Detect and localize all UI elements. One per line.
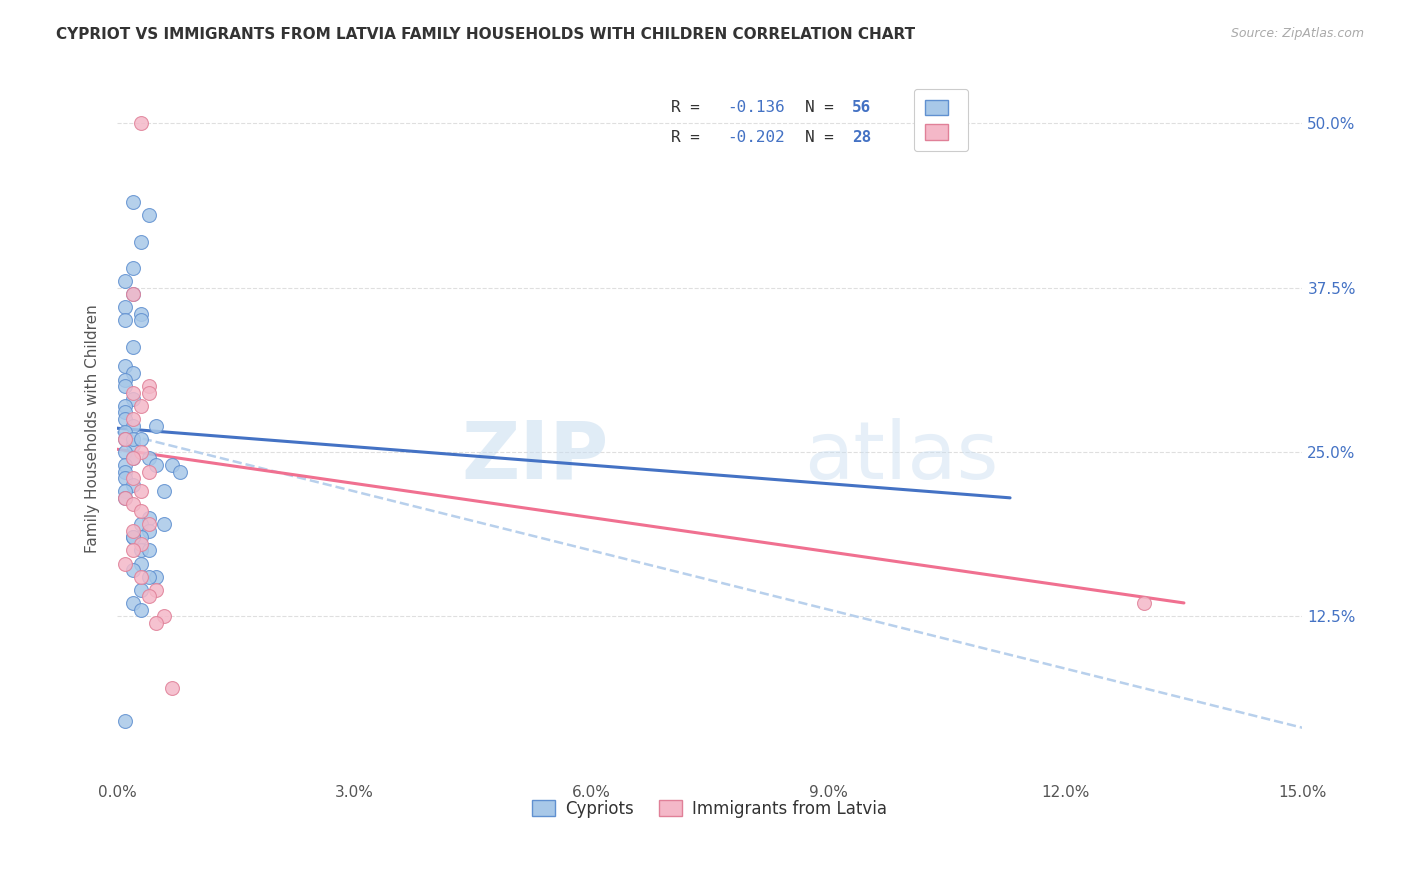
Point xyxy=(129,307,152,321)
Point xyxy=(145,615,167,630)
Point xyxy=(162,681,184,696)
Text: N =: N = xyxy=(804,129,844,145)
Point xyxy=(138,524,160,538)
Point xyxy=(121,385,143,400)
Point xyxy=(162,458,184,472)
Point xyxy=(121,451,143,466)
Text: R =: R = xyxy=(671,129,709,145)
Point xyxy=(129,399,152,413)
Point xyxy=(129,313,152,327)
Point xyxy=(129,543,152,558)
Point xyxy=(129,445,152,459)
Point xyxy=(114,714,136,728)
Text: -0.136: -0.136 xyxy=(727,100,786,115)
Point xyxy=(114,491,136,505)
Point xyxy=(129,582,152,597)
Point xyxy=(114,458,136,472)
Text: 28: 28 xyxy=(852,129,872,145)
Point xyxy=(129,602,152,616)
Point xyxy=(121,530,143,544)
Point xyxy=(114,405,136,419)
Point xyxy=(114,557,136,571)
Point xyxy=(121,596,143,610)
Point xyxy=(138,517,160,532)
Point xyxy=(153,484,176,499)
Point xyxy=(138,451,160,466)
Legend: Cypriots, Immigrants from Latvia: Cypriots, Immigrants from Latvia xyxy=(526,793,894,825)
Point xyxy=(114,301,136,315)
Point xyxy=(138,385,160,400)
Point xyxy=(129,517,152,532)
Point xyxy=(114,432,136,446)
Point xyxy=(129,537,152,551)
Point xyxy=(129,235,152,249)
Point xyxy=(129,504,152,518)
Point xyxy=(153,517,176,532)
Point xyxy=(121,260,143,275)
Point xyxy=(114,379,136,393)
Point xyxy=(114,465,136,479)
Point xyxy=(121,340,143,354)
Point xyxy=(114,412,136,426)
Point xyxy=(129,569,152,583)
Point xyxy=(114,491,136,505)
Point xyxy=(121,432,143,446)
Text: N =: N = xyxy=(804,100,844,115)
Point xyxy=(169,465,191,479)
Text: R =: R = xyxy=(671,100,709,115)
Point xyxy=(121,451,143,466)
Point xyxy=(138,569,160,583)
Point xyxy=(138,208,160,222)
Point xyxy=(114,484,136,499)
Point xyxy=(138,543,160,558)
Point xyxy=(129,116,152,130)
Point xyxy=(138,590,160,604)
Text: CYPRIOT VS IMMIGRANTS FROM LATVIA FAMILY HOUSEHOLDS WITH CHILDREN CORRELATION CH: CYPRIOT VS IMMIGRANTS FROM LATVIA FAMILY… xyxy=(56,27,915,42)
Point xyxy=(138,510,160,524)
Point xyxy=(145,569,167,583)
Point xyxy=(129,432,152,446)
Point xyxy=(153,609,176,624)
Point xyxy=(129,557,152,571)
Point xyxy=(114,399,136,413)
Point xyxy=(121,392,143,407)
Point xyxy=(121,543,143,558)
Y-axis label: Family Households with Children: Family Households with Children xyxy=(86,304,100,553)
Point xyxy=(114,359,136,374)
Text: ZIP: ZIP xyxy=(461,418,609,496)
Point xyxy=(129,484,152,499)
Point xyxy=(114,274,136,288)
Point xyxy=(145,582,167,597)
Point xyxy=(121,412,143,426)
Point xyxy=(121,497,143,511)
Point xyxy=(121,195,143,210)
Text: atlas: atlas xyxy=(804,418,998,496)
Point xyxy=(114,445,136,459)
Point xyxy=(121,471,143,485)
Point xyxy=(114,373,136,387)
Point xyxy=(129,530,152,544)
Text: -0.202: -0.202 xyxy=(727,129,786,145)
Point xyxy=(121,530,143,544)
Point xyxy=(145,458,167,472)
Point xyxy=(138,379,160,393)
Point xyxy=(121,438,143,452)
Point xyxy=(121,563,143,577)
Point xyxy=(121,366,143,380)
Point xyxy=(145,418,167,433)
Text: 56: 56 xyxy=(852,100,872,115)
Point xyxy=(121,418,143,433)
Point xyxy=(121,287,143,301)
Point xyxy=(114,471,136,485)
Point xyxy=(121,287,143,301)
Point xyxy=(121,524,143,538)
Text: Source: ZipAtlas.com: Source: ZipAtlas.com xyxy=(1230,27,1364,40)
Point xyxy=(114,313,136,327)
Point xyxy=(114,432,136,446)
Point xyxy=(114,425,136,439)
Point xyxy=(138,465,160,479)
Point xyxy=(1133,596,1156,610)
Point xyxy=(121,477,143,491)
